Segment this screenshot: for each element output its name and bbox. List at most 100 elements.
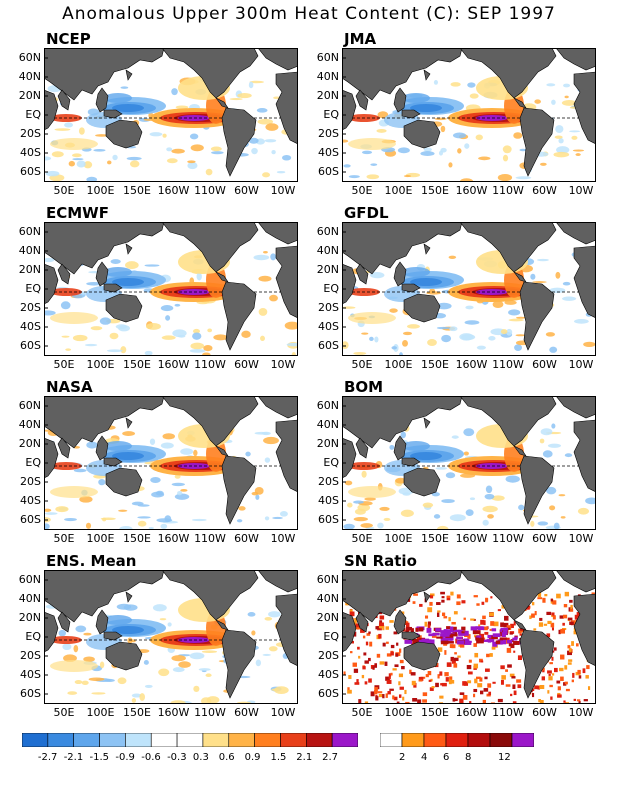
colorbar-swatch <box>401 733 425 747</box>
longitude-label: 10W <box>270 532 296 545</box>
ocean-heat-map <box>44 48 298 182</box>
longitude-label: 160W <box>455 532 488 545</box>
longitude-label: 110W <box>194 184 226 197</box>
colorbar-swatch <box>73 733 100 747</box>
latitude-label: 40S <box>20 494 41 507</box>
longitude-label: 150E <box>123 706 151 719</box>
colorbar-swatch <box>445 733 469 747</box>
colorbar-swatch <box>47 733 74 747</box>
longitude-label: 10W <box>270 706 296 719</box>
longitude-label: 10W <box>568 184 594 197</box>
colorbar-tick-label: -1.5 <box>89 752 110 763</box>
latitude-label: 60N <box>316 573 339 586</box>
colorbar-tick-label: -2.1 <box>63 752 84 763</box>
longitude-label: 150E <box>421 532 449 545</box>
latitude-label: 60S <box>20 339 41 352</box>
longitude-label: 10W <box>270 184 296 197</box>
longitude-label: 60W <box>234 706 259 719</box>
longitude-label: 110W <box>194 358 226 371</box>
latitude-label: EQ <box>25 456 41 469</box>
colorbar-swatch <box>125 733 152 747</box>
latitude-label: 40N <box>18 70 41 83</box>
latitude-label: 20S <box>20 301 41 314</box>
longitude-label: 50E <box>351 532 373 545</box>
longitude-label: 100E <box>86 532 115 545</box>
ocean-heat-map <box>44 222 298 356</box>
ocean-heat-map <box>44 396 298 530</box>
colorbar-tick-label: 2 <box>399 752 406 763</box>
latitude-label: 60N <box>18 51 41 64</box>
latitude-label: EQ <box>25 108 41 121</box>
longitude-label: 100E <box>86 358 115 371</box>
latitude-label: 20S <box>20 127 41 140</box>
latitude-label: 20N <box>18 263 41 276</box>
longitude-label: 10W <box>568 706 594 719</box>
colorbar-tick-label: 1.5 <box>270 752 287 763</box>
longitude-label: 160W <box>157 358 190 371</box>
ocean-heat-map <box>342 396 596 530</box>
panel-title: BOM <box>344 378 384 396</box>
longitude-label: 110W <box>194 532 226 545</box>
latitude-label: 20S <box>318 649 339 662</box>
longitude-label: 150E <box>421 184 449 197</box>
longitude-label: 100E <box>86 706 115 719</box>
colorbar-tick-label: 8 <box>465 752 472 763</box>
longitude-label: 150E <box>421 358 449 371</box>
ocean-heat-map <box>44 570 298 704</box>
latitude-label: 20N <box>18 611 41 624</box>
longitude-label: 110W <box>492 358 524 371</box>
latitude-label: 60N <box>18 225 41 238</box>
latitude-label: 20S <box>20 649 41 662</box>
latitude-label: 40S <box>318 146 339 159</box>
colorbar-swatch <box>150 733 178 747</box>
longitude-label: 110W <box>492 532 524 545</box>
longitude-label: 50E <box>351 358 373 371</box>
latitude-label: 20N <box>18 437 41 450</box>
longitude-label: 50E <box>53 358 75 371</box>
longitude-label: 160W <box>455 706 488 719</box>
longitude-label: 60W <box>532 706 557 719</box>
longitude-label: 150E <box>123 532 151 545</box>
longitude-label: 110W <box>194 706 226 719</box>
latitude-label: 40S <box>318 668 339 681</box>
colorbar-tick-label: -0.3 <box>167 752 187 763</box>
longitude-label: 50E <box>53 532 75 545</box>
main-title: Anomalous Upper 300m Heat Content (C): S… <box>62 4 556 24</box>
latitude-label: 60N <box>18 573 41 586</box>
longitude-label: 100E <box>384 706 413 719</box>
longitude-label: 160W <box>455 358 488 371</box>
colorbar-tick-label: 4 <box>421 752 428 763</box>
latitude-label: 20S <box>318 301 339 314</box>
longitude-label: 60W <box>234 184 259 197</box>
longitude-label: 160W <box>157 706 190 719</box>
latitude-label: 20N <box>316 263 339 276</box>
latitude-label: 60S <box>318 165 339 178</box>
colorbar-tick-label: 0.9 <box>244 752 261 763</box>
latitude-label: EQ <box>25 282 41 295</box>
latitude-label: 20S <box>318 127 339 140</box>
latitude-label: 40S <box>20 320 41 333</box>
colorbar-swatch <box>22 733 49 747</box>
latitude-label: 60S <box>20 513 41 526</box>
latitude-label: 40S <box>318 320 339 333</box>
panel-title: SN Ratio <box>344 552 417 570</box>
latitude-label: 40N <box>316 418 339 431</box>
latitude-label: 60S <box>318 687 339 700</box>
latitude-label: 20N <box>316 89 339 102</box>
ocean-heat-map <box>342 48 596 182</box>
colorbar-tick-label: 2.7 <box>322 752 339 763</box>
colorbar-tick-label: -2.7 <box>37 752 58 763</box>
colorbar-swatch <box>254 733 281 747</box>
latitude-label: 60S <box>318 513 339 526</box>
colorbar-swatch <box>423 733 447 747</box>
longitude-label: 150E <box>123 184 151 197</box>
latitude-label: 60S <box>20 687 41 700</box>
colorbar-tick-label: 0.6 <box>218 752 235 763</box>
panel-title: ECMWF <box>46 204 109 222</box>
panel-title: GFDL <box>344 204 389 222</box>
colorbar-tick-label: -0.6 <box>141 752 161 763</box>
latitude-label: 60N <box>18 399 41 412</box>
longitude-label: 160W <box>157 184 190 197</box>
longitude-label: 160W <box>157 532 190 545</box>
latitude-label: 40S <box>318 494 339 507</box>
